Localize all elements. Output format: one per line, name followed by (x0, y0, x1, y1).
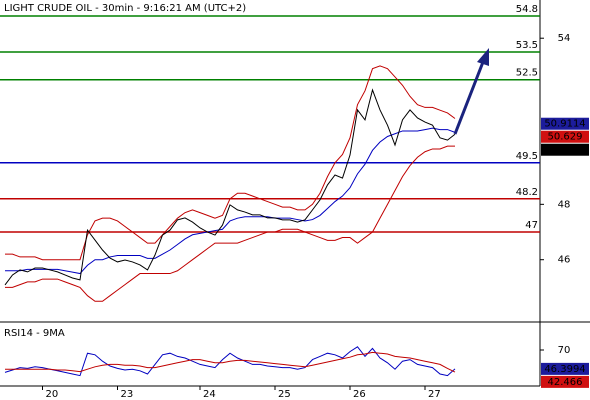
x-tick-label: 25 (278, 389, 291, 400)
y-tick-label: 46 (558, 255, 571, 266)
chart-title: LIGHT CRUDE OIL - 30min - 9:16:21 AM (UT… (4, 3, 246, 14)
y-tick-label: 48 (558, 199, 571, 210)
y-tick-label: 54 (558, 33, 571, 44)
last-value-label: 42.466 (548, 377, 583, 388)
last-value-label: 50.53 (551, 145, 580, 156)
series-line (5, 145, 455, 302)
last-value-box (541, 130, 589, 143)
last-value-box (541, 375, 589, 388)
arrow-head (477, 48, 489, 66)
arrow-shaft (453, 61, 485, 135)
last-value-box (541, 117, 589, 130)
x-tick-label: 26 (353, 389, 366, 400)
level-label: 47 (525, 220, 538, 231)
series-line (4, 346, 456, 377)
x-tick-label: 27 (428, 389, 441, 400)
series-line (5, 351, 456, 373)
x-tick-label: 20 (46, 389, 59, 400)
x-tick-label: 23 (121, 389, 134, 400)
level-label: 53.5 (516, 40, 538, 51)
series-line (4, 88, 456, 286)
level-label: 49.5 (516, 151, 538, 162)
y-tick-label: 70 (558, 345, 571, 356)
series-line (5, 127, 456, 275)
last-value-label: 46.3994 (544, 364, 585, 375)
last-value-label: 50.629 (548, 132, 583, 143)
x-tick-label: 24 (203, 389, 216, 400)
level-label: 52.5 (516, 68, 538, 79)
forecast-arrow (453, 48, 489, 135)
panel-title: RSI14 - 9MA (4, 328, 65, 339)
last-value-box (541, 143, 589, 156)
last-value-label: 50.9114 (544, 119, 585, 130)
last-value-box (541, 362, 589, 375)
series-line (5, 65, 456, 261)
level-label: 54.8 (516, 4, 538, 15)
level-label: 48.2 (516, 187, 538, 198)
